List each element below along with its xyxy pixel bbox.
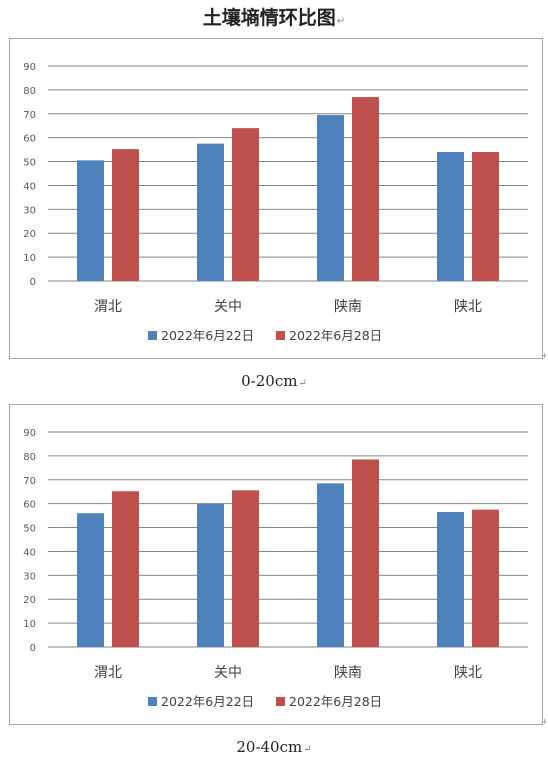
y-tick-label: 60 <box>23 500 36 511</box>
bar <box>232 128 259 281</box>
bar <box>472 152 499 281</box>
y-tick-label: 10 <box>23 253 36 264</box>
y-tick-label: 30 <box>23 571 36 582</box>
paragraph-mark: ↵ <box>336 16 346 27</box>
x-category-label: 陕南 <box>334 665 362 681</box>
document-title-text: 土壤墒情环比图 <box>202 7 336 29</box>
bar <box>437 152 464 281</box>
bar <box>77 513 104 647</box>
y-tick-label: 20 <box>23 229 36 240</box>
legend-label: 2022年6月28日 <box>289 694 382 709</box>
y-tick-label: 80 <box>23 86 36 97</box>
bar <box>77 160 104 281</box>
document-title: 土壤墒情环比图↵ <box>0 4 548 32</box>
bar <box>472 509 499 647</box>
bar <box>437 512 464 647</box>
legend-label: 2022年6月22日 <box>161 328 254 343</box>
x-category-label: 关中 <box>214 665 242 681</box>
y-tick-label: 0 <box>30 643 36 654</box>
y-tick-label: 90 <box>23 428 36 439</box>
bar <box>317 483 344 647</box>
chart-caption-2: 20-40cm↵ <box>0 738 548 756</box>
y-tick-label: 50 <box>23 158 36 169</box>
x-category-label: 陕南 <box>334 299 362 315</box>
legend-label: 2022年6月22日 <box>161 694 254 709</box>
y-tick-label: 0 <box>30 277 36 288</box>
bar <box>197 143 224 281</box>
x-category-label: 关中 <box>214 299 242 315</box>
bar <box>352 459 379 647</box>
legend-label: 2022年6月28日 <box>289 328 382 343</box>
y-tick-label: 20 <box>23 595 36 606</box>
y-tick-label: 90 <box>23 62 36 73</box>
legend-swatch <box>276 697 285 706</box>
y-tick-label: 40 <box>23 547 36 558</box>
legend-swatch <box>148 697 157 706</box>
bar-chart-20-40cm: 0 10 20 30 40 50 60 70 80 90 渭北 关中 陕南 陕北 2022年6月22日 202… <box>23 428 528 709</box>
legend-swatch <box>276 331 285 340</box>
paragraph-mark: ↵ <box>303 744 312 755</box>
bar-chart-0-20cm: 0 10 20 30 40 50 60 70 80 90 渭北 关中 陕南 陕北 2022年6月22日 202… <box>23 62 528 343</box>
legend-swatch <box>148 331 157 340</box>
y-tick-label: 60 <box>23 134 36 145</box>
caption-text-1: 0-20cm <box>241 372 298 390</box>
anchor-mark: + <box>541 351 548 360</box>
x-category-label: 陕北 <box>454 299 482 315</box>
bar <box>317 114 344 281</box>
bar <box>197 503 224 647</box>
y-tick-label: 30 <box>23 205 36 216</box>
y-tick-label: 10 <box>23 619 36 630</box>
y-tick-label: 50 <box>23 524 36 535</box>
y-tick-label: 70 <box>23 476 36 487</box>
chart-caption-1: 0-20cm↵ <box>0 372 548 390</box>
anchor-mark: + <box>541 717 548 726</box>
y-tick-label: 40 <box>23 181 36 192</box>
x-category-label: 渭北 <box>94 299 122 315</box>
chart-frame-20-40cm[interactable]: 0 10 20 30 40 50 60 70 80 90 渭北 关中 陕南 陕北 2022年6月22日 202… <box>9 404 543 725</box>
paragraph-mark: ↵ <box>298 378 307 389</box>
bar <box>112 149 139 281</box>
bar <box>232 490 259 647</box>
y-tick-label: 70 <box>23 110 36 121</box>
bar <box>112 491 139 647</box>
bar <box>352 97 379 281</box>
y-tick-label: 80 <box>23 452 36 463</box>
chart-frame-0-20cm[interactable]: 0 10 20 30 40 50 60 70 80 90 渭北 关中 陕南 陕北 2022年6月22日 202… <box>9 38 543 359</box>
x-category-label: 渭北 <box>94 665 122 681</box>
caption-text-2: 20-40cm <box>236 738 303 756</box>
x-category-label: 陕北 <box>454 665 482 681</box>
